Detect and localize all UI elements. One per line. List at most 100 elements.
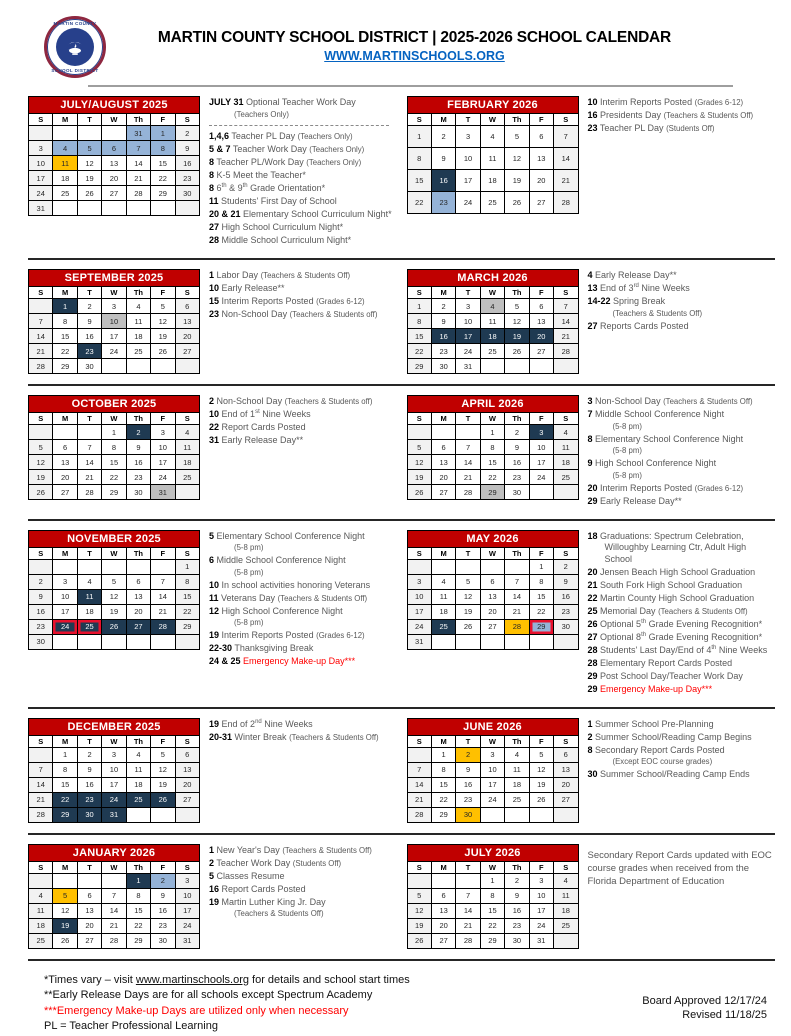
day-of-week-label: Th: [125, 734, 152, 748]
month-title: MARCH 2026: [406, 269, 579, 287]
day-cell: 28: [27, 358, 54, 374]
week-row: 1: [27, 558, 201, 575]
day-cell: 4: [479, 298, 506, 314]
day-cell: 20: [430, 469, 457, 485]
day-cell: 27: [101, 185, 127, 201]
day-cell: 7: [553, 298, 579, 314]
day-cell-empty: [528, 806, 555, 823]
day-cell: 24: [52, 618, 78, 635]
day-cell: 2: [553, 558, 579, 575]
week-row: 12 13 14 15 16 17 18: [406, 454, 579, 470]
day-cell: 10: [174, 887, 201, 904]
district-logo-seal: MARTIN COUNTY SCHOOL DISTRICT: [44, 16, 106, 78]
website-link[interactable]: WWW.MARTINSCHOOLS.ORG: [324, 49, 505, 63]
day-cell: 9: [553, 573, 579, 590]
month-notes-november-2025: 5 Elementary School Conference Night (5-8…: [209, 530, 395, 697]
day-cell: 23: [150, 917, 176, 934]
lamp-of-knowledge-icon: [67, 42, 83, 55]
day-of-week-label: W: [101, 286, 127, 299]
day-of-week-label: S: [174, 546, 201, 560]
day-of-week-label: F: [150, 412, 176, 425]
day-cell: 11: [553, 439, 579, 455]
day-cell: 19: [27, 469, 54, 485]
week-row: 16 17 18 19 20 21 22: [27, 603, 201, 620]
day-cell: 21: [553, 169, 579, 192]
note-item: 29 Emergency Make-up Day***: [587, 683, 713, 694]
day-of-week-label: T: [455, 546, 481, 560]
day-cell: 1: [150, 125, 176, 141]
week-row: 25 26 27 28 29 30 31: [27, 932, 201, 949]
day-cell: 24: [528, 917, 555, 934]
note-item: 10 Interim Reports Posted (Grades 6-12): [587, 97, 744, 107]
day-cell: 14: [504, 588, 530, 605]
note-item: 16 Report Cards Posted: [209, 883, 306, 894]
day-cell: 11: [174, 439, 201, 455]
day-cell: 3: [150, 424, 176, 440]
day-cell: 26: [150, 791, 176, 808]
day-cell-empty: [101, 200, 127, 216]
day-cell: 26: [504, 191, 530, 214]
footnote-pl: PL = Teacher Professional Learning: [44, 1020, 218, 1032]
day-cell: 25: [125, 791, 152, 808]
month-row: JANUARY 2026 S M T W Th F S 1 2 3 4 5 6 7 8 9 10 11 12 13 14 1…: [27, 835, 775, 961]
day-cell: 9: [125, 439, 152, 455]
day-cell: 7: [101, 887, 127, 904]
footnote-times-pre: *Times vary – visit: [44, 973, 136, 986]
day-cell: 21: [27, 791, 54, 808]
day-cell: 13: [174, 761, 201, 778]
day-cell: 4: [52, 140, 78, 156]
day-cell: 13: [430, 454, 457, 470]
day-cell: 30: [174, 185, 201, 201]
day-cell: 25: [504, 791, 530, 808]
day-cell: 10: [406, 588, 432, 605]
day-of-week-label: S: [27, 286, 54, 299]
day-cell: 24: [455, 191, 481, 214]
day-cell: 10: [27, 155, 54, 171]
day-cell-empty: [479, 806, 506, 823]
note-item: 15 Interim Reports Posted (Grades 6-12): [209, 296, 365, 306]
day-cell: 12: [455, 588, 481, 605]
day-cell: 27: [528, 343, 555, 359]
day-of-week-label: T: [76, 546, 103, 560]
week-row: 11 12 13 14 15 16 17: [27, 902, 201, 919]
day-cell: 13: [430, 902, 457, 919]
revised-date: Revised 11/18/25: [682, 1008, 767, 1021]
note-item: 3 Non-School Day (Teachers & Students Of…: [587, 396, 753, 406]
note-item: 5 Classes Resume: [209, 870, 285, 881]
month-title: JULY 2026: [406, 843, 579, 862]
day-of-week-label: Th: [125, 113, 152, 126]
footer-website-link[interactable]: www.martinschools.org: [135, 973, 249, 986]
day-cell-empty: [27, 558, 54, 575]
day-of-week-header-row: S M T W Th F S: [406, 734, 579, 748]
day-cell: 3: [528, 872, 555, 889]
day-cell-empty: [528, 484, 555, 500]
note-item: 5 & 7 Teacher Work Day (Teachers Only): [209, 144, 365, 154]
day-of-week-label: Th: [125, 412, 152, 425]
week-row: 26 27 28 29 30 31: [27, 484, 201, 500]
day-cell: 6: [76, 887, 103, 904]
day-of-week-label: Th: [504, 286, 530, 299]
day-cell-empty: [479, 558, 506, 575]
day-cell-empty: [504, 558, 530, 575]
day-cell: 5: [406, 439, 432, 455]
day-of-week-header-row: S M T W Th F S: [406, 113, 579, 126]
day-of-week-label: S: [27, 412, 54, 425]
day-of-week-label: S: [553, 412, 579, 425]
calendar-table-april-2026: APRIL 2026 S M T W Th F S 1 2 3 4 5 6 7 8 9 10 11 12 13 14 15 1…: [406, 395, 579, 500]
week-row: 19 20 21 22 23 24 25: [406, 469, 579, 485]
day-of-week-label: S: [406, 546, 432, 560]
week-row: 31 1 2: [27, 125, 201, 141]
day-cell: 18: [27, 917, 54, 934]
day-cell: 1: [479, 872, 506, 889]
day-cell-empty: [174, 358, 201, 374]
day-cell: 31: [406, 633, 432, 650]
day-of-week-label: T: [455, 286, 481, 299]
footnotes: *Times vary – visit www.martinschools.or…: [44, 974, 410, 1036]
day-cell: 14: [553, 147, 579, 170]
day-cell: 16: [504, 902, 530, 919]
day-cell: 25: [125, 343, 152, 359]
day-of-week-label: F: [150, 546, 176, 560]
day-cell: 5: [101, 573, 127, 590]
month-block-march-2026: MARCH 2026 S M T W Th F S 1 2 3 4 5 6 7 8 9 10 11 12 13 14 15 1…: [406, 269, 774, 374]
